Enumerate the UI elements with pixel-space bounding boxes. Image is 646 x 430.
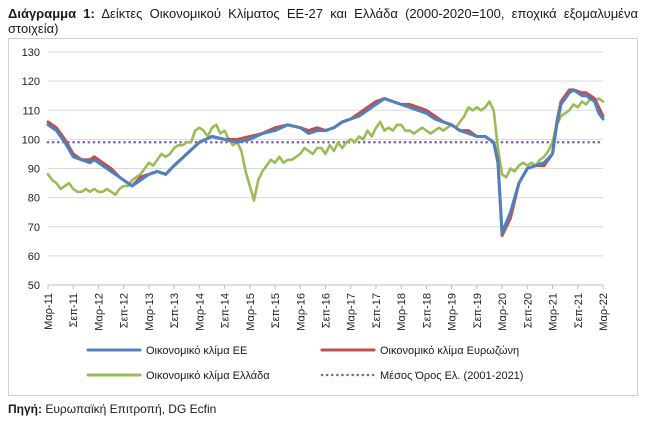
legend-label-avg: Μέσος Όρος Ελ. (2001-2021): [380, 370, 523, 382]
x-tick-label-13: Σεπ-17: [371, 293, 383, 328]
x-tick-label-12: Μαρ-17: [346, 293, 358, 331]
x-tick-label-2: Μαρ-12: [93, 293, 105, 331]
x-tick-label-19: Σεπ-20: [522, 293, 534, 328]
y-tick-label-120: 120: [22, 76, 40, 88]
x-tick-label-16: Μαρ-19: [447, 293, 459, 331]
y-tick-label-50: 50: [28, 280, 40, 292]
source-label: Πηγή:: [8, 402, 42, 416]
series-line-ez: [46, 88, 605, 237]
x-tick-label-8: Μαρ-15: [245, 293, 257, 331]
x-tick-label-5: Σεπ-13: [169, 293, 181, 328]
x-tick-label-0: Μαρ-11: [43, 293, 55, 330]
x-tick-label-21: Σεπ-21: [573, 293, 585, 328]
x-tick-label-9: Σεπ-15: [270, 293, 282, 328]
x-tick-label-6: Μαρ-14: [194, 293, 206, 331]
chart-frame: [8, 38, 638, 396]
x-tick-label-18: Μαρ-20: [497, 293, 509, 331]
x-tick-label-3: Σεπ-12: [119, 293, 131, 328]
x-tick-label-17: Σεπ-19: [472, 293, 484, 328]
chart-title-label: Διάγραμμα 1:: [8, 6, 95, 21]
x-tick-label-15: Σεπ-18: [421, 293, 433, 328]
y-tick-label-70: 70: [28, 222, 40, 234]
series-line-gr: [46, 97, 605, 202]
source-note: Πηγή: Ευρωπαϊκή Επιτροπή, DG Ecfin: [8, 402, 216, 416]
x-tick-label-1: Σεπ-11: [68, 293, 80, 327]
y-tick-label-80: 80: [28, 193, 40, 205]
y-tick-label-60: 60: [28, 251, 40, 263]
chart-title: Διάγραμμα 1: Δείκτες Οικονομικού Κλίματο…: [8, 6, 638, 36]
x-tick-label-14: Μαρ-18: [396, 293, 408, 331]
legend-label-ez: Οικονομικό κλίμα Ευρωζώνη: [380, 345, 519, 357]
x-tick-label-20: Μαρ-21: [548, 293, 560, 331]
x-tick-label-10: Μαρ-16: [295, 293, 307, 331]
x-tick-label-11: Σεπ-16: [321, 293, 333, 328]
x-tick-label-4: Μαρ-13: [144, 293, 156, 331]
y-tick-label-110: 110: [22, 105, 40, 117]
source-text: Ευρωπαϊκή Επιτροπή, DG Ecfin: [45, 402, 217, 416]
y-tick-label-100: 100: [22, 134, 40, 146]
series-line-eu: [46, 88, 605, 235]
y-tick-label-90: 90: [28, 164, 40, 176]
x-tick-label-22: Μαρ-22: [598, 293, 610, 331]
legend-label-eu: Οικονομικό κλίμα ΕΕ: [146, 345, 247, 357]
y-tick-label-130: 130: [22, 47, 40, 59]
x-tick-label-7: Σεπ-14: [220, 293, 232, 328]
chart-title-text: Δείκτες Οικονομικού Κλίματος ΕΕ-27 και Ε…: [8, 6, 638, 36]
legend-label-gr: Οικονομικό κλίμα Ελλάδα: [146, 370, 270, 382]
